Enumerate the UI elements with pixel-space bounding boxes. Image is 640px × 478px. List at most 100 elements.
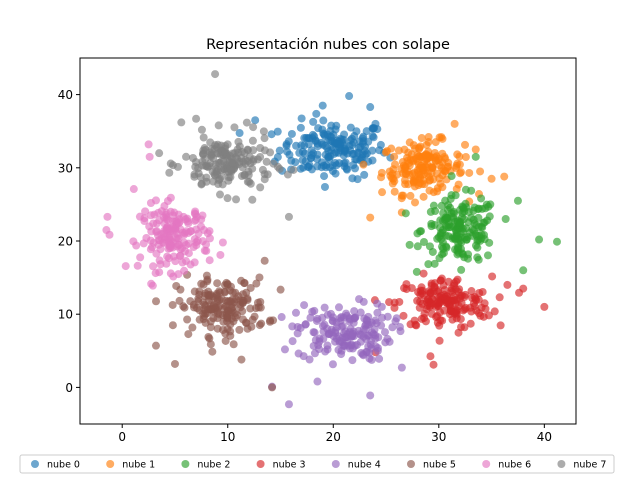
data-point bbox=[438, 183, 447, 192]
data-point bbox=[477, 303, 486, 312]
data-point bbox=[513, 196, 522, 205]
data-point bbox=[227, 304, 236, 313]
data-point bbox=[383, 312, 392, 321]
data-point bbox=[193, 304, 202, 313]
series-nube-3 bbox=[370, 269, 549, 369]
data-point bbox=[262, 157, 271, 166]
data-point bbox=[464, 207, 473, 216]
data-point bbox=[413, 242, 422, 251]
data-point bbox=[186, 297, 195, 306]
data-point bbox=[266, 317, 274, 326]
data-point bbox=[256, 183, 265, 192]
data-point bbox=[383, 147, 392, 156]
data-point bbox=[309, 117, 318, 126]
data-point bbox=[461, 152, 470, 161]
data-point bbox=[496, 321, 505, 330]
legend-frame bbox=[19, 454, 615, 474]
data-point bbox=[231, 153, 240, 162]
data-point bbox=[392, 314, 401, 323]
data-point bbox=[180, 303, 189, 312]
data-point bbox=[353, 175, 362, 184]
data-point bbox=[291, 158, 300, 167]
data-point bbox=[458, 224, 467, 233]
data-point bbox=[306, 313, 315, 322]
data-point bbox=[199, 150, 208, 159]
data-point bbox=[194, 164, 203, 173]
data-point bbox=[248, 136, 257, 145]
data-point bbox=[475, 289, 484, 298]
data-point bbox=[202, 177, 211, 186]
data-point bbox=[256, 152, 265, 161]
data-point bbox=[452, 184, 461, 193]
data-point bbox=[405, 170, 414, 179]
data-point bbox=[184, 330, 193, 339]
data-point bbox=[434, 233, 443, 242]
data-point bbox=[250, 312, 259, 321]
x-tick-label: 0 bbox=[118, 430, 126, 444]
data-point bbox=[305, 355, 314, 364]
data-point bbox=[242, 118, 251, 127]
data-point bbox=[180, 238, 189, 247]
data-point bbox=[205, 256, 214, 265]
data-point bbox=[238, 147, 247, 156]
data-point bbox=[436, 316, 445, 325]
data-point bbox=[501, 215, 510, 223]
data-point bbox=[444, 201, 453, 210]
data-point bbox=[424, 138, 433, 147]
data-point bbox=[468, 225, 477, 234]
legend-marker bbox=[31, 460, 39, 468]
data-point bbox=[166, 193, 175, 202]
data-point bbox=[474, 255, 483, 264]
data-point bbox=[243, 324, 252, 333]
data-point bbox=[310, 349, 319, 358]
data-point bbox=[154, 240, 163, 249]
y-tick-label: 40 bbox=[58, 88, 73, 102]
data-point bbox=[373, 299, 382, 308]
data-point bbox=[500, 172, 509, 181]
chart-title: Representación nubes con solape bbox=[206, 37, 450, 53]
data-point bbox=[183, 315, 192, 324]
data-point bbox=[397, 363, 406, 372]
data-point bbox=[413, 296, 422, 305]
data-point bbox=[450, 119, 459, 128]
data-point bbox=[249, 123, 258, 132]
data-point bbox=[168, 300, 177, 309]
data-point bbox=[473, 243, 482, 252]
data-point bbox=[457, 168, 466, 177]
data-point bbox=[103, 212, 112, 221]
data-point bbox=[441, 214, 450, 223]
data-point bbox=[459, 306, 468, 315]
series-nube-4 bbox=[268, 295, 406, 409]
data-point bbox=[390, 187, 399, 196]
data-point bbox=[484, 311, 493, 320]
data-point bbox=[148, 243, 157, 252]
data-point bbox=[204, 332, 213, 341]
data-point bbox=[208, 347, 217, 356]
data-point bbox=[420, 170, 429, 179]
data-point bbox=[273, 127, 282, 136]
data-point bbox=[152, 249, 161, 258]
data-point bbox=[457, 323, 466, 332]
data-point bbox=[435, 336, 444, 345]
data-point bbox=[394, 146, 403, 155]
data-point bbox=[463, 233, 472, 242]
data-point bbox=[401, 209, 410, 218]
data-point bbox=[328, 316, 337, 325]
data-point bbox=[156, 260, 165, 269]
data-point bbox=[225, 310, 234, 319]
data-point bbox=[490, 307, 499, 316]
data-point bbox=[375, 354, 384, 363]
data-point bbox=[238, 315, 247, 324]
data-point bbox=[292, 141, 301, 150]
data-point bbox=[488, 272, 497, 281]
data-point bbox=[366, 213, 375, 222]
data-point bbox=[444, 162, 453, 171]
data-point bbox=[472, 296, 481, 305]
data-point bbox=[237, 172, 246, 181]
data-point bbox=[442, 223, 451, 232]
data-point bbox=[219, 157, 228, 166]
data-point bbox=[196, 173, 205, 182]
data-point bbox=[373, 344, 382, 353]
data-point bbox=[356, 308, 365, 317]
